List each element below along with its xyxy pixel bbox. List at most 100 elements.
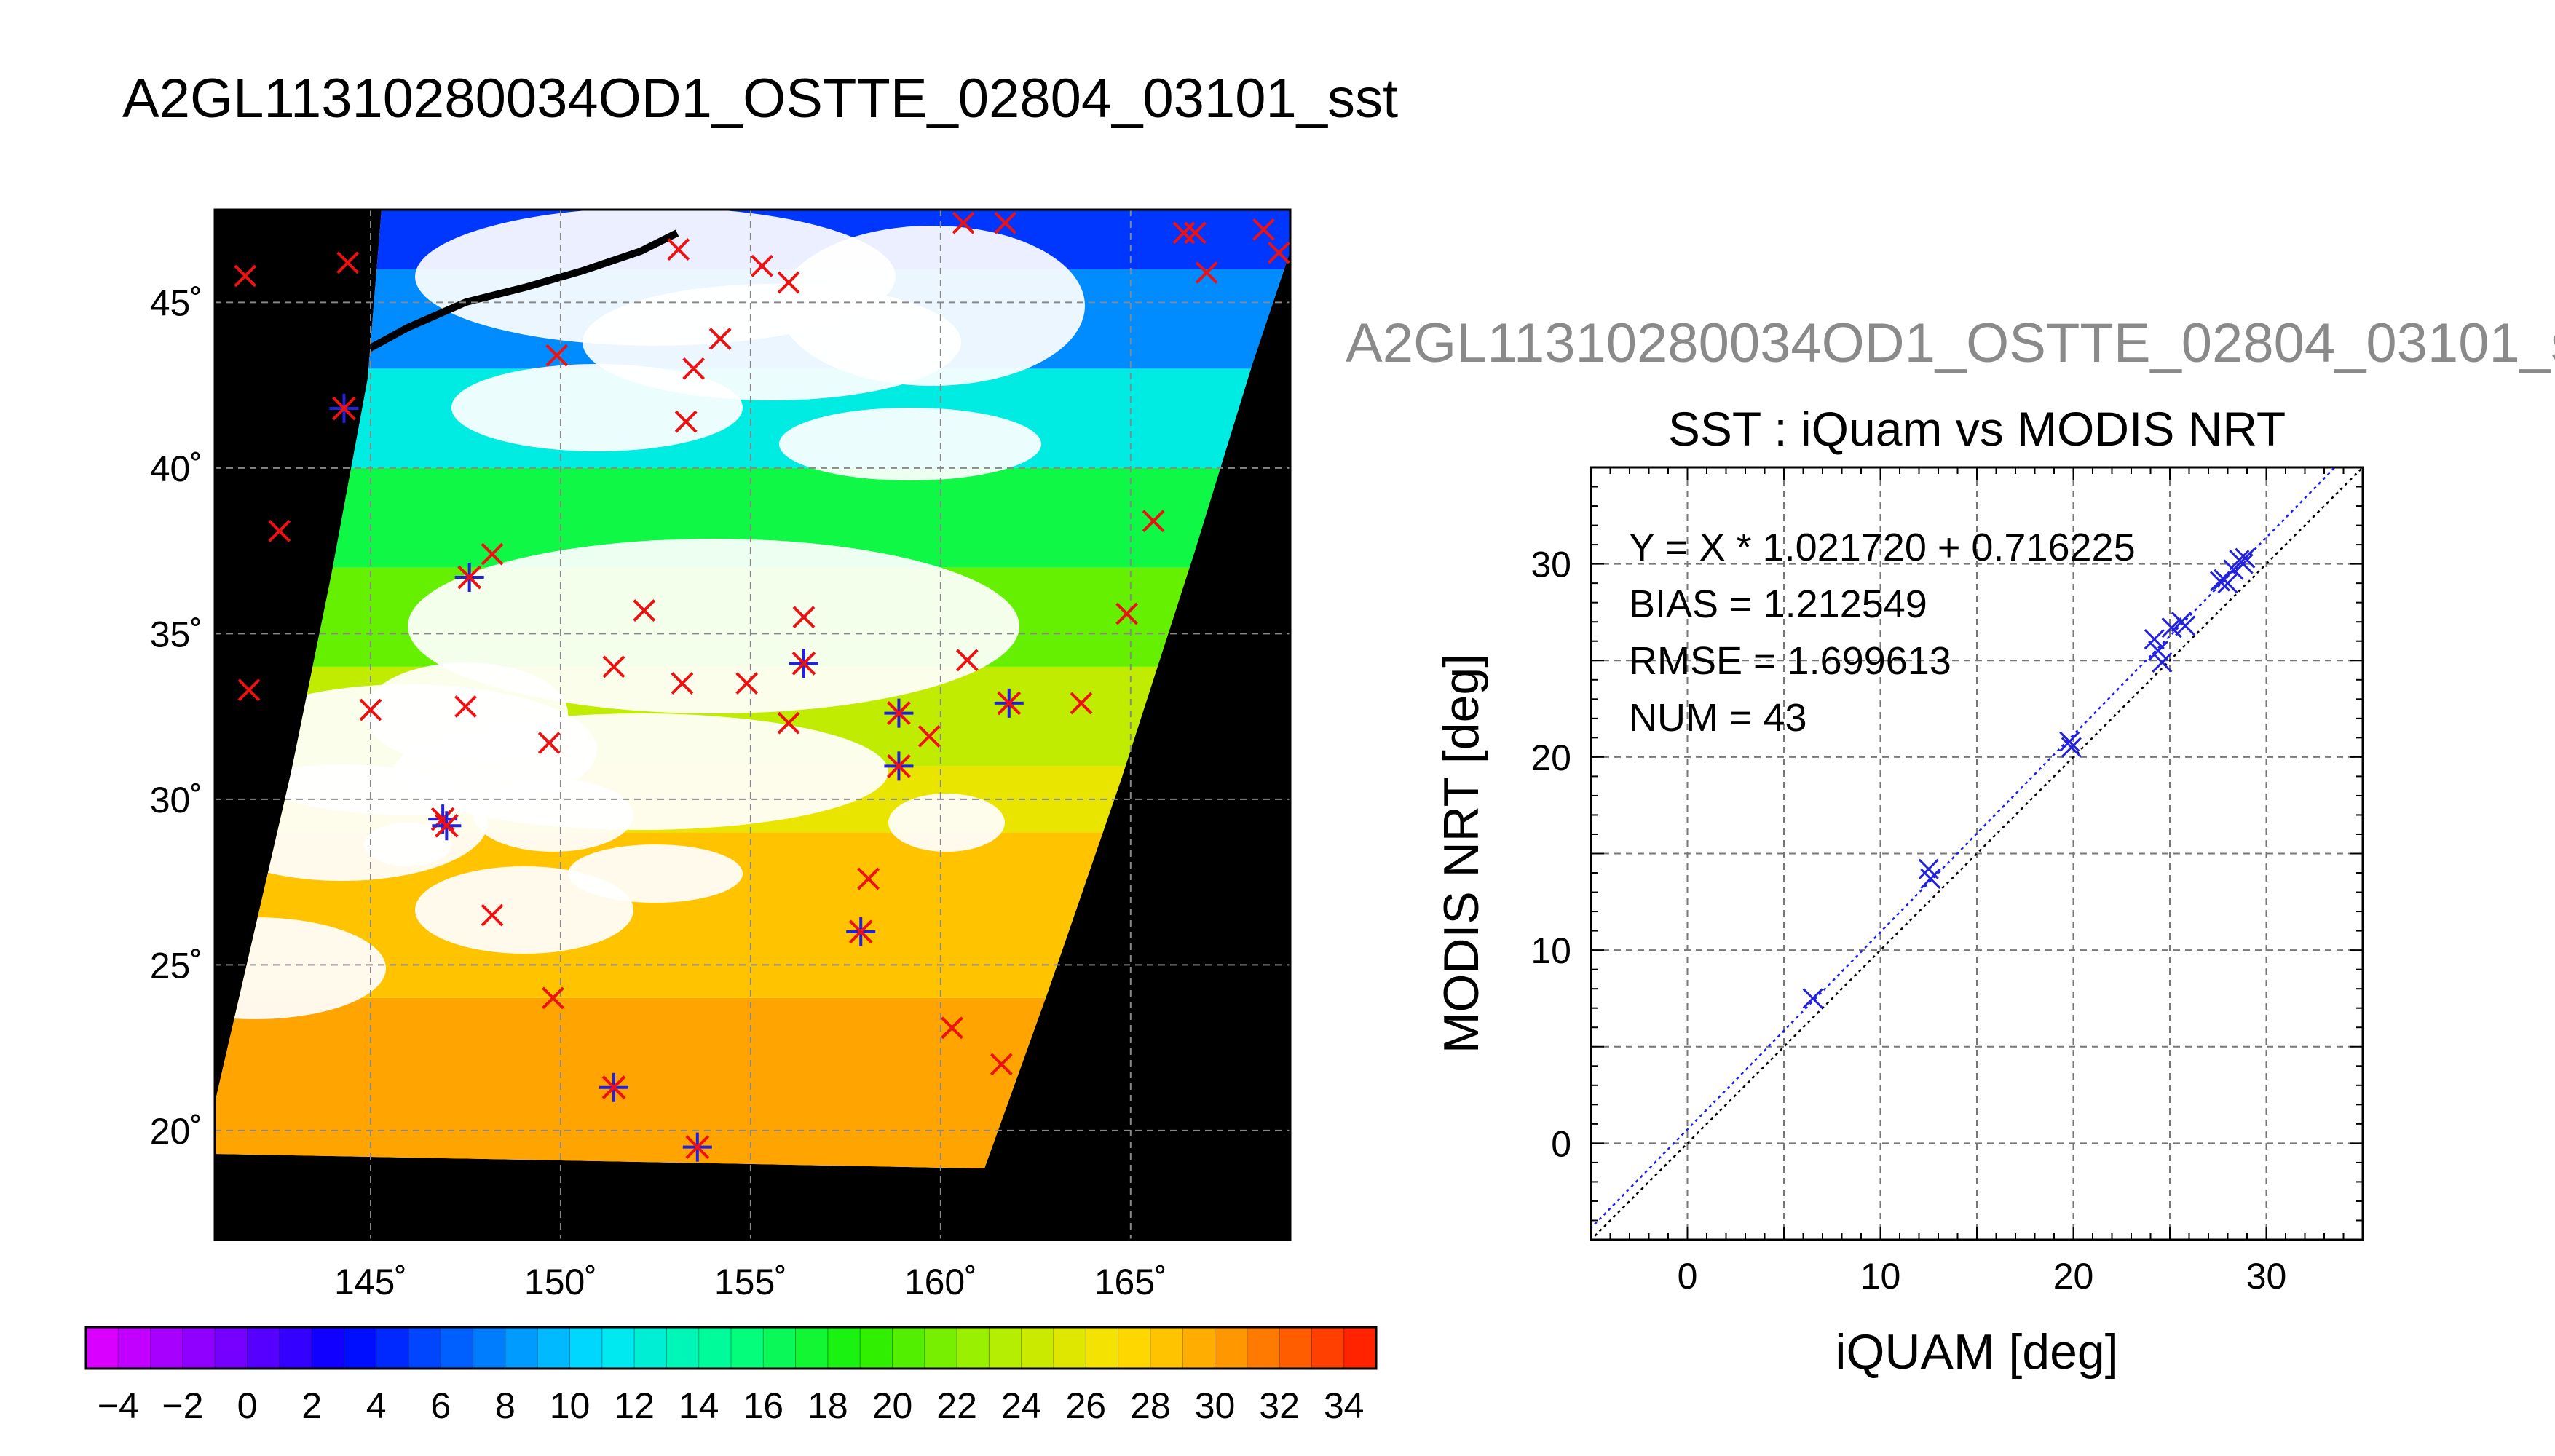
colorbar-frame (84, 1326, 1378, 1370)
scatter-point (2148, 640, 2169, 662)
map-lat-tick-label: 25˚ (150, 945, 202, 986)
colorbar-tick-label: 30 (1195, 1385, 1236, 1426)
map-match-marker-x (997, 691, 1022, 716)
map-reject-marker (234, 264, 257, 288)
map-match-marker-x (457, 565, 482, 590)
map-reject-marker (359, 698, 382, 721)
colorbar-tick-label: 14 (679, 1385, 719, 1426)
scatter-x-axis-label: iQUAM [deg] (1835, 1324, 2118, 1380)
map-lat-tick-label: 20˚ (150, 1111, 202, 1152)
scatter-x-tick-label: 30 (2246, 1256, 2287, 1297)
map-reject-marker (545, 344, 569, 367)
map-lat-tick-label: 35˚ (150, 614, 202, 654)
colorbar-tick-label: 34 (1324, 1385, 1365, 1426)
colorbar-cell (1086, 1327, 1119, 1369)
map-reject-marker (1115, 602, 1138, 625)
colorbar-tick-label: 6 (430, 1385, 451, 1426)
scatter-y-axis-label: MODIS NRT [deg] (1434, 654, 1489, 1053)
scatter-point (1920, 868, 1941, 890)
cloud-patch (364, 823, 451, 866)
map-reject-marker (237, 678, 261, 702)
map-lon-tick-label: 145˚ (334, 1262, 407, 1302)
swath-layer (215, 210, 1290, 1168)
colorbar-cell (1279, 1327, 1312, 1369)
colorbar-cell (666, 1327, 700, 1369)
cloud-patch (415, 866, 633, 954)
colorbar-tick-label: 8 (495, 1385, 516, 1426)
map-match-marker-x (332, 396, 356, 421)
scatter-point (2217, 573, 2238, 594)
colorbar-cell (1054, 1327, 1086, 1369)
colorbar-cell (698, 1327, 732, 1369)
colorbar-cell (1311, 1327, 1345, 1369)
colorbar-tick-label: 10 (550, 1385, 591, 1426)
scatter-point (2209, 571, 2230, 592)
colorbar-cell (344, 1327, 377, 1369)
map-reject-marker (542, 986, 564, 1010)
colorbar-cell (215, 1327, 248, 1369)
colorbar-tick-label: 12 (614, 1385, 655, 1426)
colorbar-tick-label: 16 (743, 1385, 783, 1426)
scatter-point (2232, 553, 2254, 574)
colorbar-cell (86, 1327, 119, 1369)
colorbar-tick-label: 26 (1065, 1385, 1106, 1426)
colorbar-tick-label: 20 (872, 1385, 913, 1426)
identity-line (1591, 467, 2363, 1240)
colorbar-cell (731, 1327, 764, 1369)
colorbar-cell (1343, 1327, 1377, 1369)
colorbar-tick-label: 32 (1259, 1385, 1300, 1426)
scatter-title: SST : iQuam vs MODIS NRT (1668, 402, 2286, 456)
scatter-y-tick-label: 10 (1531, 930, 1571, 971)
map-match-marker-x (848, 919, 873, 944)
map-match-marker-x (434, 813, 459, 838)
map-frame (213, 208, 1292, 1241)
map-reject-marker (1252, 218, 1275, 241)
colorbar-cell (408, 1327, 441, 1369)
map-match-marker-x (685, 1135, 710, 1160)
colorbar-cell (150, 1327, 183, 1369)
colorbar-tick-label: 24 (1001, 1385, 1042, 1426)
scatter-x-tick-label: 20 (2053, 1256, 2094, 1297)
colorbar-cell (860, 1327, 893, 1369)
colorbar-cell (763, 1327, 797, 1369)
map-reject-marker (537, 732, 561, 754)
scatter-point (2235, 547, 2256, 569)
map-reject-marker (1070, 692, 1093, 715)
scatter-point (2059, 731, 2080, 752)
colorbar-cell (924, 1327, 957, 1369)
scatter-stat-annotation: RMSE = 1.699613 (1629, 639, 1951, 683)
scatter-y-tick-label: 0 (1551, 1123, 1571, 1164)
colorbar-tick-label: −2 (162, 1385, 203, 1426)
colorbar-cell (279, 1327, 312, 1369)
map-lon-tick-label: 150˚ (524, 1262, 597, 1302)
scatter-point (1802, 988, 1823, 1009)
scatter-point (2144, 629, 2165, 650)
cloud-patch (779, 226, 1085, 386)
scatter-x-tick-label: 10 (1860, 1256, 1901, 1297)
colorbar-tick-label: 0 (237, 1385, 258, 1426)
colorbar-tick-label: −4 (98, 1385, 139, 1426)
map-reject-marker (481, 903, 504, 927)
colorbar-cell (1182, 1327, 1216, 1369)
colorbar-cell (569, 1327, 603, 1369)
map-reject-marker (708, 328, 732, 350)
colorbar-cell (118, 1327, 151, 1369)
cloud-patch (888, 794, 1005, 852)
scatter-stat-annotation: NUM = 43 (1629, 696, 1807, 740)
cloud-patch (473, 779, 633, 852)
cloud-patch (215, 917, 386, 1019)
map-match-marker-x (601, 1075, 626, 1100)
map-reject-marker (952, 211, 975, 234)
map-reject-marker (336, 251, 360, 274)
map-match-marker-x (887, 701, 911, 725)
colorbar-tick-label: 18 (807, 1385, 848, 1426)
scatter-x-tick-label: 0 (1678, 1256, 1698, 1297)
colorbar-cell (892, 1327, 925, 1369)
map-reject-marker (777, 711, 800, 735)
map-reject-marker (633, 599, 656, 622)
scatter-stat-annotation: BIAS = 1.212549 (1629, 582, 1927, 626)
scatter-point (2061, 737, 2082, 758)
colorbar-cell (795, 1327, 829, 1369)
map-lon-tick-label: 165˚ (1094, 1262, 1167, 1302)
